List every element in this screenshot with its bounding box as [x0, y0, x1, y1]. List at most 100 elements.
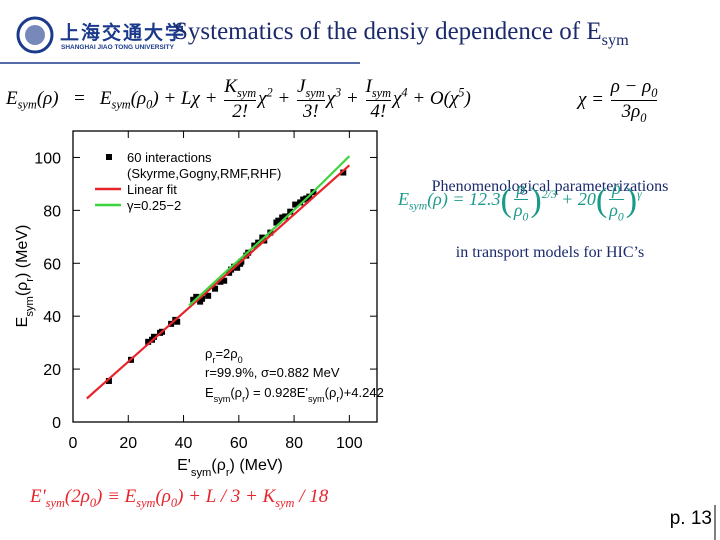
point — [275, 217, 282, 224]
y-axis-label: Esym(ρr) (MeV) — [14, 225, 36, 328]
formula-text: K — [224, 76, 237, 97]
denominator: 4! — [365, 99, 392, 123]
bracket: ( — [500, 181, 512, 219]
point — [174, 318, 181, 325]
point — [279, 214, 286, 221]
annotation: Esym(ρr) = 0.928E'sym(ρr)+4.242 — [205, 385, 384, 404]
fraction: ρ ρ0 — [513, 178, 529, 224]
formula-text: (ρ — [130, 87, 147, 109]
label-text: ρ — [205, 346, 212, 361]
numerator: Ksym — [224, 76, 256, 100]
point — [282, 213, 289, 220]
fraction: Ksym 2! — [224, 76, 257, 123]
logo-cn: 上海交通大学 — [60, 23, 187, 44]
subscript: r — [24, 278, 36, 282]
side-text: Phenomenological parameterizations in tr… — [385, 132, 715, 286]
formula-text: χ — [326, 87, 335, 109]
x-tick-label: 20 — [119, 435, 137, 452]
legend-label: γ=0.25−2 — [127, 198, 181, 213]
formula-text: 3! — [302, 100, 319, 122]
subscript: r — [212, 355, 215, 365]
subscript: 0 — [617, 210, 624, 224]
subscript: sym — [275, 495, 295, 510]
x-tick-label: 40 — [175, 435, 193, 452]
label-text: (ρ — [230, 385, 242, 400]
formula-text: E — [6, 87, 18, 109]
point — [205, 292, 212, 299]
formula-transport: Esym(ρ) = 12.3(ρ ρ0)2/3 + 20(ρ ρ0)γ — [398, 178, 642, 224]
page-number: p. 13 — [669, 508, 712, 529]
y-tick-label: 100 — [34, 150, 61, 167]
label-text: =2ρ — [215, 346, 237, 361]
point — [145, 338, 152, 345]
label-text: (ρ — [211, 457, 225, 474]
formula-text: ) — [464, 87, 471, 109]
formula-text: / 18 — [294, 486, 329, 507]
denominator: ρ0 — [513, 198, 529, 224]
formula-text: ρ — [609, 199, 618, 220]
subscript: sym — [136, 495, 156, 510]
label-text: )+4.242 — [339, 385, 383, 400]
formula-text: Systematics of the densiy dependence of … — [174, 18, 602, 45]
label-text: ) = 0.928E' — [245, 385, 308, 400]
formula-text: + — [341, 87, 364, 109]
numerator: ρ − ρ0 — [611, 76, 658, 100]
formula-text: (2ρ — [64, 486, 90, 507]
subscript: r — [336, 394, 339, 404]
label-text: E — [205, 385, 214, 400]
superscript: 4 — [401, 85, 408, 100]
subscript: r — [242, 394, 245, 404]
subscript: 0 — [640, 110, 647, 125]
numerator: ρ — [514, 178, 528, 199]
subscript: sym — [371, 85, 392, 100]
formula-text: χ — [258, 87, 267, 109]
formula-text: (ρ) = E — [36, 87, 112, 109]
subscript: sym — [17, 97, 37, 112]
point — [150, 333, 157, 340]
superscript: 3 — [335, 85, 342, 100]
label-text: ) (MeV) — [14, 225, 31, 278]
denominator: 2! — [224, 99, 257, 123]
subscript: sym — [191, 467, 212, 479]
formula-text: ) ≡ E — [96, 486, 137, 507]
x-tick-label: 0 — [69, 435, 78, 452]
subscript: sym — [601, 31, 629, 49]
superscript: 5 — [458, 85, 465, 100]
numerator: Jsym — [297, 76, 325, 100]
y-tick-label: 0 — [52, 415, 61, 432]
denominator: 3! — [297, 99, 325, 123]
subscript: sym — [409, 199, 428, 213]
bracket: ) — [625, 181, 638, 219]
formula-text: E' — [30, 486, 46, 507]
subscript: sym — [111, 97, 131, 112]
formula-text: (ρ) = 12.3 — [427, 188, 501, 209]
point — [234, 264, 241, 271]
formula-text: J — [297, 76, 306, 97]
subscript: sym — [214, 394, 231, 404]
label-text: ) (MeV) — [230, 457, 283, 474]
annotation: ρr=2ρ0 — [205, 346, 243, 365]
logo-en: SHANGHAI JIAO TONG UNIVERSITY — [61, 44, 174, 51]
x-tick-label: 60 — [230, 435, 248, 452]
superscript: γ — [637, 187, 642, 201]
point — [297, 199, 304, 206]
formula-text: I — [365, 76, 372, 97]
subscript: 0 — [89, 495, 96, 510]
label-text: E — [14, 317, 31, 328]
formula-text: ρ — [516, 178, 526, 198]
x-axis-label: E'sym(ρr) (MeV) — [177, 457, 283, 479]
point — [340, 169, 347, 176]
subscript: 0 — [238, 355, 243, 365]
subscript: sym — [305, 85, 325, 100]
point — [217, 278, 224, 285]
subscript: sym — [308, 394, 325, 404]
logo-emblem — [16, 16, 54, 54]
subscript: 0 — [522, 210, 529, 224]
y-tick-label: 80 — [43, 203, 61, 220]
formula-text: 4! — [370, 100, 387, 122]
annotation: r=99.9%, σ=0.882 MeV — [205, 365, 340, 380]
logo-emblem-core — [25, 25, 45, 45]
fraction: Isym 4! — [365, 76, 392, 123]
subscript: 0 — [170, 495, 178, 510]
